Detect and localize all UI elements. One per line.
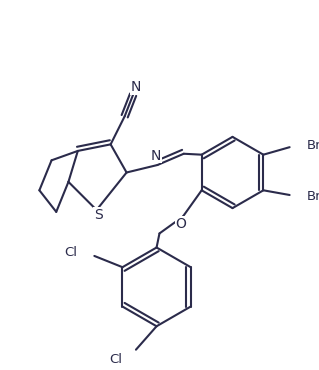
Text: N: N xyxy=(131,80,141,94)
Text: Cl: Cl xyxy=(109,353,122,366)
Text: N: N xyxy=(151,149,161,163)
Text: Br: Br xyxy=(307,191,319,204)
Text: Cl: Cl xyxy=(64,246,78,259)
Text: S: S xyxy=(94,208,103,222)
Text: O: O xyxy=(175,217,187,231)
Text: Br: Br xyxy=(307,139,319,152)
